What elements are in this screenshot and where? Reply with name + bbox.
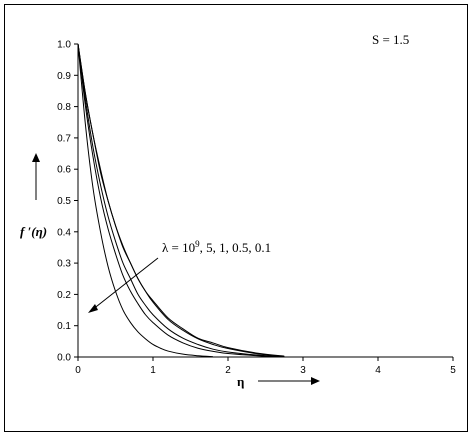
x-ticks: 0 1 2 3 4 5 xyxy=(75,357,456,376)
series-line-5 xyxy=(77,43,214,358)
lambda-arrow-shaft xyxy=(91,257,159,311)
y-tick-label: 0.6 xyxy=(57,165,71,176)
x-tick-label: 5 xyxy=(450,365,456,376)
x-axis-label: η xyxy=(237,374,244,389)
x-label-arrow-head xyxy=(311,377,320,385)
lambda-annotation: λ = 109, 5, 1, 0.5, 0.1 xyxy=(162,239,271,255)
lambda-arrow-head xyxy=(88,304,98,313)
y-tick-label: 0.2 xyxy=(57,290,71,301)
parameter-label: S = 1.5 xyxy=(372,32,409,47)
x-tick-label: 1 xyxy=(150,365,156,376)
y-axis-label: f ′(η) xyxy=(20,224,47,239)
series-line-3 xyxy=(77,43,285,358)
y-tick-label: 0.0 xyxy=(57,353,71,364)
lambda-values: , 5, 1, 0.5, 0.1 xyxy=(200,240,272,255)
y-tick-label: 0.8 xyxy=(57,102,71,113)
x-tick-label: 0 xyxy=(75,365,81,376)
x-tick-label: 3 xyxy=(300,365,306,376)
y-ticks: 0.0 0.1 0.2 0.3 0.4 0.5 0.6 0.7 0.8 0.9 1.0 xyxy=(57,40,78,364)
series-line-2 xyxy=(77,43,285,357)
lambda-exponent: 9 xyxy=(195,239,200,249)
y-tick-label: 0.7 xyxy=(57,133,71,144)
y-tick-label: 1.0 xyxy=(57,40,71,51)
series-line-4 xyxy=(77,43,285,358)
x-tick-label: 2 xyxy=(225,365,231,376)
axes xyxy=(77,44,453,358)
y-tick-label: 0.5 xyxy=(57,196,71,207)
y-tick-label: 0.1 xyxy=(57,321,71,332)
y-tick-label: 0.9 xyxy=(57,71,71,82)
y-tick-label: 0.3 xyxy=(57,259,71,270)
y-tick-label: 0.4 xyxy=(57,227,71,238)
series-lines xyxy=(77,43,285,358)
series-line-1 xyxy=(77,43,285,357)
lambda-label: λ = 10 xyxy=(162,240,195,255)
x-tick-label: 4 xyxy=(375,365,381,376)
y-label-arrow-head xyxy=(32,153,40,162)
